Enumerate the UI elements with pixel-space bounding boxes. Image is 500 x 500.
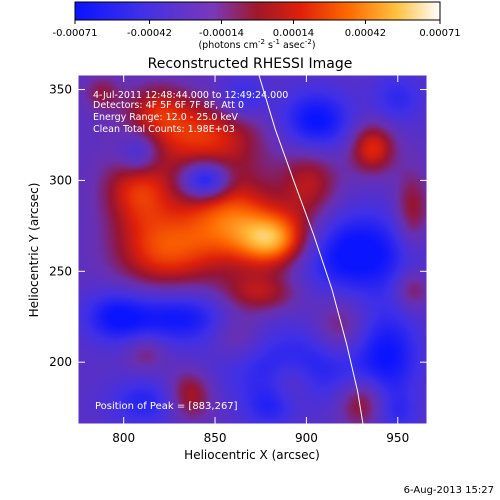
- plot-frame: [77, 74, 428, 425]
- info-line-clean: Clean Total Counts: 1.98E+03: [93, 124, 235, 135]
- colorbar-tick-label: 0.00071: [419, 28, 460, 39]
- colorbar-gradient: [74, 1, 441, 21]
- plot-title: Reconstructed RHESSI Image: [148, 56, 353, 72]
- info-line-time: 4-Jul-2011 12:48:44.000 to 12:49:24.000: [93, 90, 288, 101]
- colorbar-tick-label: -0.00071: [53, 28, 98, 39]
- colorbar-tick-label: 0.00014: [273, 28, 314, 39]
- x-axis-label: Heliocentric X (arcsec): [184, 448, 320, 462]
- y-axis-label: Heliocentric Y (arcsec): [27, 183, 41, 318]
- colorbar-tick-label: -0.00042: [127, 28, 172, 39]
- colorbar-tick-label: -0.00014: [199, 28, 244, 39]
- info-line-energy: Energy Range: 12.0 - 25.0 keV: [93, 112, 238, 123]
- solar-limb-curve: [258, 74, 364, 425]
- info-line-detectors: Detectors: 4F 5F 6F 7F 8F, Att 0: [93, 100, 244, 111]
- footer-date: 6-Aug-2013 15:27: [404, 485, 494, 496]
- plot-area: 800 850 900 950 200 250 300 350 4-Jul-2011 12:…: [49, 74, 428, 445]
- colorbar-unit-label: (photons cm-2 s-1 asec-2): [198, 38, 315, 51]
- y-axis-ticks: 200 250 300 350: [49, 83, 427, 369]
- x-tick-label: 950: [386, 431, 409, 445]
- colorbar-tick-label: 0.00042: [345, 28, 386, 39]
- y-tick-label: 350: [49, 83, 72, 97]
- x-axis-ticks: 800 850 900 950: [112, 75, 409, 445]
- x-tick-label: 850: [204, 431, 227, 445]
- y-tick-label: 200: [49, 355, 72, 369]
- heatmap-image: [78, 75, 427, 424]
- x-tick-label: 900: [295, 431, 318, 445]
- colorbar: -0.00071 -0.00042 -0.00014 0.00014 0.00042 0.…: [53, 1, 461, 51]
- y-tick-label: 250: [49, 264, 72, 278]
- x-tick-label: 800: [112, 431, 135, 445]
- peak-position-label: Position of Peak = [883,267]: [95, 401, 238, 412]
- y-tick-label: 300: [49, 173, 72, 187]
